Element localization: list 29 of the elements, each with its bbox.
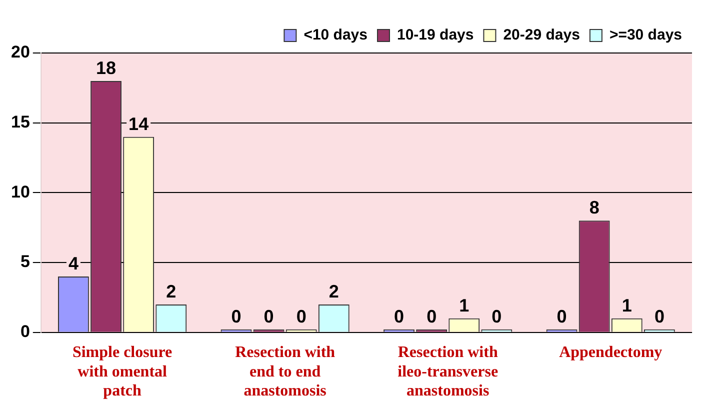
data-label: 0 xyxy=(231,306,242,326)
y-tick-label: 5 xyxy=(20,252,30,272)
data-label: 0 xyxy=(654,306,664,326)
data-label: 4 xyxy=(68,253,78,274)
y-tick-label: 20 xyxy=(10,42,30,62)
data-label: 14 xyxy=(128,114,149,134)
y-tick-label: 10 xyxy=(10,182,30,202)
x-tick-label: Resection with end to end anastomosis xyxy=(235,344,336,400)
data-label: 18 xyxy=(96,58,116,78)
x-tick-label: Appendectomy xyxy=(559,344,662,362)
data-label: 8 xyxy=(589,198,600,218)
data-label: 0 xyxy=(394,306,404,326)
data-label: 0 xyxy=(264,306,274,326)
x-tick-label: Simple closure with omental patch xyxy=(72,344,172,400)
data-label: 1 xyxy=(622,295,632,316)
legend-label: 10-19 days xyxy=(396,26,474,44)
data-label: 0 xyxy=(492,306,502,326)
y-tick-label: 0 xyxy=(20,322,30,342)
legend-label: 20-29 days xyxy=(503,26,580,44)
data-label: 1 xyxy=(459,295,470,316)
legend-label: <10 days xyxy=(304,26,368,44)
legend-label: >=30 days xyxy=(609,26,682,44)
y-tick-label: 15 xyxy=(10,112,30,132)
data-label: 0 xyxy=(296,306,306,326)
data-label: 2 xyxy=(166,281,176,302)
data-label: 0 xyxy=(426,306,437,326)
data-label: 2 xyxy=(328,281,339,302)
data-label: 0 xyxy=(556,306,567,326)
x-tick-label: Resection with ileo-transverse anastomosis xyxy=(398,344,498,400)
